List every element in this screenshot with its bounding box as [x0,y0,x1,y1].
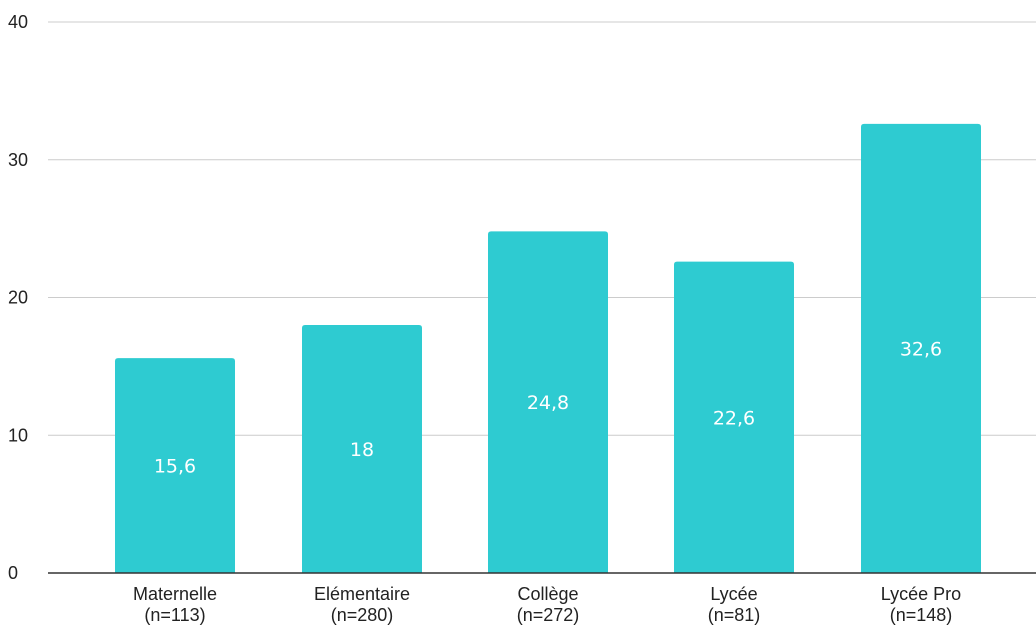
data-label: 24,8 [527,392,569,414]
y-axis-tick-labels: 0 10 20 30 40 [8,12,28,583]
x-category-sublabel: (n=81) [708,605,761,625]
data-label: 32,6 [900,338,942,360]
bar-2 [488,231,608,573]
x-category-label: Elémentaire [314,584,410,604]
data-label: 18 [350,439,374,461]
bars [115,123,981,573]
x-category-label: Collège [517,584,578,604]
y-tick-label: 30 [8,150,28,170]
x-axis-category-labels: Maternelle(n=113) Elémentaire(n=280) Collè… [133,584,961,625]
x-category-sublabel: (n=113) [144,605,205,625]
y-tick-label: 40 [8,12,28,32]
x-category-sublabel: (n=280) [331,605,394,625]
data-labels: 15,6 18 24,8 22,6 32,6 [154,338,942,477]
bar-4 [861,123,981,573]
bar-0 [115,358,235,573]
x-category-sublabel: (n=148) [890,605,953,625]
bar-3 [674,261,794,573]
x-category-label: Maternelle [133,584,217,604]
data-label: 22,6 [713,407,755,429]
data-label: 15,6 [154,456,196,478]
y-tick-label: 10 [8,425,28,445]
y-tick-label: 0 [8,563,18,583]
x-category-label: Lycée Pro [881,584,961,604]
x-category-sublabel: (n=272) [517,605,580,625]
y-tick-label: 20 [8,288,28,308]
x-category-label: Lycée [710,584,757,604]
bar-1 [302,325,422,573]
